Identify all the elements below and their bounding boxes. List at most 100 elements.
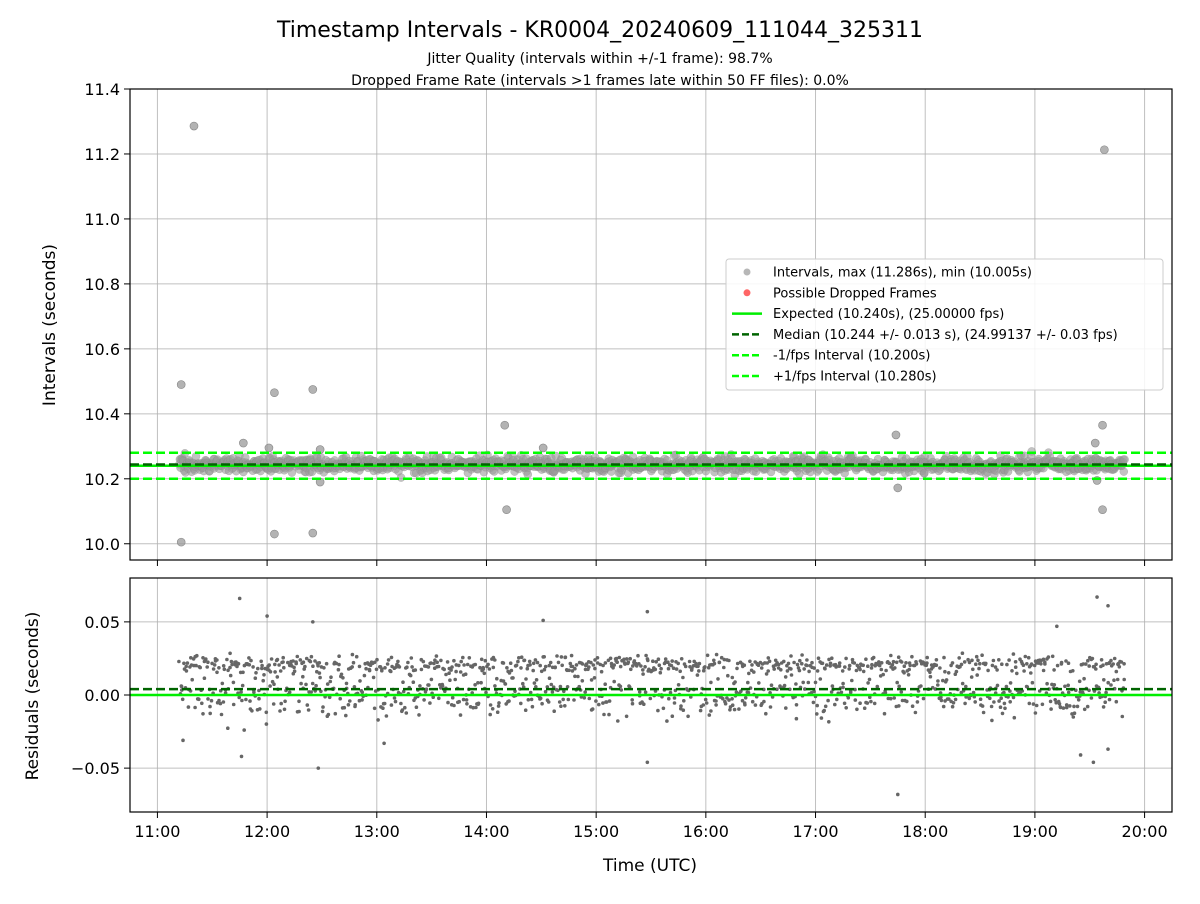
residual-point — [629, 667, 633, 672]
residual-point — [960, 681, 965, 686]
residual-point — [281, 660, 285, 664]
residual-point — [622, 657, 626, 662]
residuals-panel: 11:00 12:00 13:00 14:00 15:00 16:00 17:00 18:00… — [71, 577, 1173, 841]
interval-outlier-point — [538, 443, 548, 453]
residual-point — [408, 673, 413, 678]
residual-point — [598, 662, 603, 667]
residual-point — [641, 668, 645, 672]
residual-point — [1071, 715, 1076, 719]
residual-point — [593, 666, 597, 671]
residual-point — [887, 661, 892, 666]
residual-outlier-point — [895, 792, 900, 797]
residual-point — [904, 661, 908, 665]
residual-point — [357, 664, 362, 669]
residual-point — [1066, 690, 1071, 695]
residual-point — [802, 667, 806, 671]
residual-point — [393, 699, 398, 704]
residual-outlier-point — [237, 596, 242, 601]
residual-point — [1107, 697, 1112, 702]
residual-point — [882, 711, 887, 716]
residual-point — [195, 653, 199, 658]
residual-point — [964, 684, 968, 689]
residual-point — [197, 697, 201, 702]
residual-point — [1089, 696, 1094, 700]
residual-point — [890, 663, 895, 667]
residual-point — [240, 683, 245, 688]
residual-point — [938, 666, 942, 670]
residual-point — [392, 696, 397, 700]
residual-point — [607, 712, 611, 717]
residual-point — [1032, 663, 1037, 668]
residual-point — [1082, 676, 1086, 681]
residual-point — [871, 655, 876, 660]
residual-point — [563, 655, 567, 660]
residual-point — [975, 673, 979, 677]
residual-point — [488, 712, 493, 717]
residual-point — [226, 726, 230, 730]
residual-point — [511, 676, 515, 680]
residual-point — [279, 701, 284, 706]
figure-subtitle-jitter: Jitter Quality (intervals within +/-1 fr… — [426, 51, 772, 67]
residual-point — [291, 659, 295, 663]
residual-point — [381, 706, 385, 710]
interval-outlier-point — [270, 388, 279, 398]
residual-point — [487, 667, 492, 671]
residual-point — [317, 671, 322, 675]
residual-point — [891, 659, 896, 664]
residual-point — [593, 658, 597, 662]
residual-point — [1045, 681, 1049, 686]
residual-outlier-point — [1095, 595, 1099, 599]
residual-point — [336, 667, 341, 672]
legend: Intervals, max (11.286s), min (10.005s) P… — [725, 258, 1164, 391]
residual-point — [1115, 677, 1120, 682]
residual-point — [897, 684, 901, 689]
y-tick-label: 10.0 — [84, 535, 120, 554]
residual-point — [429, 677, 434, 682]
residual-point — [603, 661, 608, 665]
residual-point — [429, 661, 433, 665]
residual-point — [665, 719, 669, 723]
residual-point — [1015, 671, 1019, 676]
residual-point — [980, 704, 985, 708]
residual-point — [324, 661, 329, 666]
residual-point — [597, 702, 601, 707]
residual-outlier-point — [1078, 753, 1083, 757]
residual-point — [666, 660, 670, 664]
residual-point — [397, 665, 402, 669]
residual-point — [618, 684, 623, 689]
residual-point — [1114, 699, 1119, 704]
residual-point — [523, 708, 528, 712]
residual-point — [338, 696, 343, 701]
residual-point — [226, 668, 230, 673]
interval-point — [287, 468, 297, 477]
residual-point — [519, 655, 524, 659]
residual-point — [277, 663, 281, 667]
residual-point — [1109, 683, 1113, 687]
residual-point — [231, 680, 236, 685]
residual-point — [657, 663, 662, 667]
residual-point — [970, 658, 974, 663]
interval-outlier-point — [239, 438, 248, 448]
residual-point — [726, 673, 730, 678]
residual-point — [418, 684, 422, 688]
y-tick-label: 10.8 — [84, 275, 120, 294]
residual-point — [519, 666, 523, 670]
residual-point — [896, 655, 901, 659]
residual-point — [663, 657, 668, 661]
residual-point — [1033, 711, 1038, 715]
interval-outlier-point — [500, 420, 510, 430]
top-y-axis-label: Intervals (seconds) — [40, 244, 60, 406]
residual-point — [997, 658, 1001, 662]
residual-point — [200, 701, 204, 706]
residual-point — [414, 705, 419, 709]
residual-point — [815, 703, 819, 708]
residual-point — [766, 656, 771, 660]
residual-outlier-point — [1106, 603, 1110, 608]
residual-point — [962, 660, 967, 664]
residual-point — [350, 652, 355, 657]
residual-point — [403, 705, 407, 710]
residual-point — [659, 666, 663, 671]
residual-point — [334, 661, 339, 666]
residual-point — [794, 716, 799, 721]
residual-point — [768, 691, 772, 695]
